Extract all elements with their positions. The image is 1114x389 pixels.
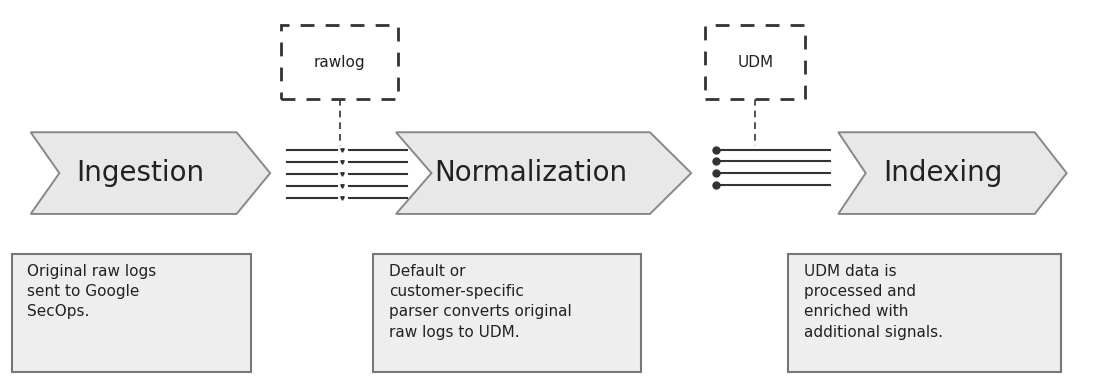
Text: Ingestion: Ingestion bbox=[76, 159, 204, 187]
Text: Default or
customer-specific
parser converts original
raw logs to UDM.: Default or customer-specific parser conv… bbox=[389, 264, 571, 340]
Polygon shape bbox=[397, 132, 691, 214]
Polygon shape bbox=[31, 132, 270, 214]
FancyBboxPatch shape bbox=[11, 254, 251, 373]
FancyBboxPatch shape bbox=[705, 25, 805, 99]
Polygon shape bbox=[838, 132, 1067, 214]
Text: UDM data is
processed and
enriched with
additional signals.: UDM data is processed and enriched with … bbox=[804, 264, 942, 340]
FancyBboxPatch shape bbox=[789, 254, 1061, 373]
Text: UDM: UDM bbox=[737, 55, 773, 70]
FancyBboxPatch shape bbox=[373, 254, 641, 373]
Text: rawlog: rawlog bbox=[314, 55, 365, 70]
Text: Indexing: Indexing bbox=[883, 159, 1003, 187]
Text: Original raw logs
sent to Google
SecOps.: Original raw logs sent to Google SecOps. bbox=[27, 264, 157, 319]
FancyBboxPatch shape bbox=[282, 25, 399, 99]
Text: Normalization: Normalization bbox=[434, 159, 628, 187]
